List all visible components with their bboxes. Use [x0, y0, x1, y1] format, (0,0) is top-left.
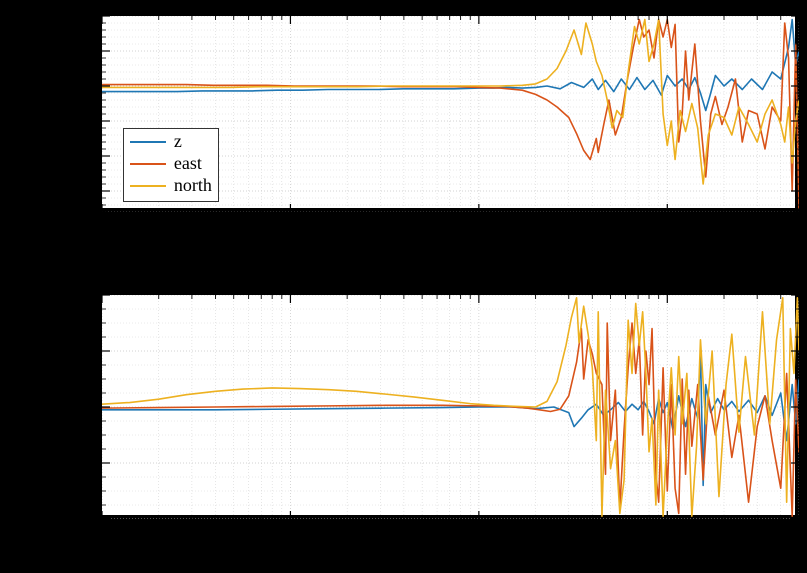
- figure-root: zeastnorth: [0, 0, 807, 573]
- legend-item-east: east: [130, 153, 212, 175]
- north-color-swatch: [130, 185, 166, 187]
- legend-label-east: east: [174, 152, 202, 175]
- legend-box: zeastnorth: [123, 128, 219, 202]
- chart-svg-bottom: [102, 295, 799, 519]
- legend-label-z: z: [174, 130, 182, 153]
- chart-panel-bottom: [100, 293, 797, 517]
- legend-label-north: north: [174, 174, 212, 197]
- z-color-swatch: [130, 141, 166, 143]
- east-color-swatch: [130, 163, 166, 165]
- legend-item-z: z: [130, 131, 212, 153]
- chart-panel-top: zeastnorth: [100, 14, 797, 210]
- legend-item-north: north: [130, 175, 212, 197]
